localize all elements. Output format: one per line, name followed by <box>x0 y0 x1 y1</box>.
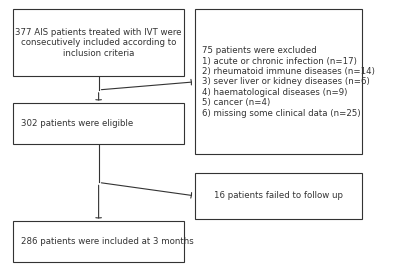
FancyBboxPatch shape <box>13 103 184 144</box>
FancyBboxPatch shape <box>195 9 362 154</box>
Text: 75 patients were excluded
1) acute or chronic infection (n=17)
2) rheumatoid imm: 75 patients were excluded 1) acute or ch… <box>202 46 375 118</box>
Text: 377 AIS patients treated with IVT were
consecutively included according to
inclu: 377 AIS patients treated with IVT were c… <box>15 28 182 58</box>
FancyBboxPatch shape <box>13 9 184 76</box>
FancyBboxPatch shape <box>195 173 362 219</box>
FancyBboxPatch shape <box>13 221 184 262</box>
Text: 286 patients were included at 3 months: 286 patients were included at 3 months <box>21 237 193 246</box>
Text: 302 patients were eligible: 302 patients were eligible <box>21 119 133 128</box>
Text: 16 patients failed to follow up: 16 patients failed to follow up <box>214 191 343 200</box>
